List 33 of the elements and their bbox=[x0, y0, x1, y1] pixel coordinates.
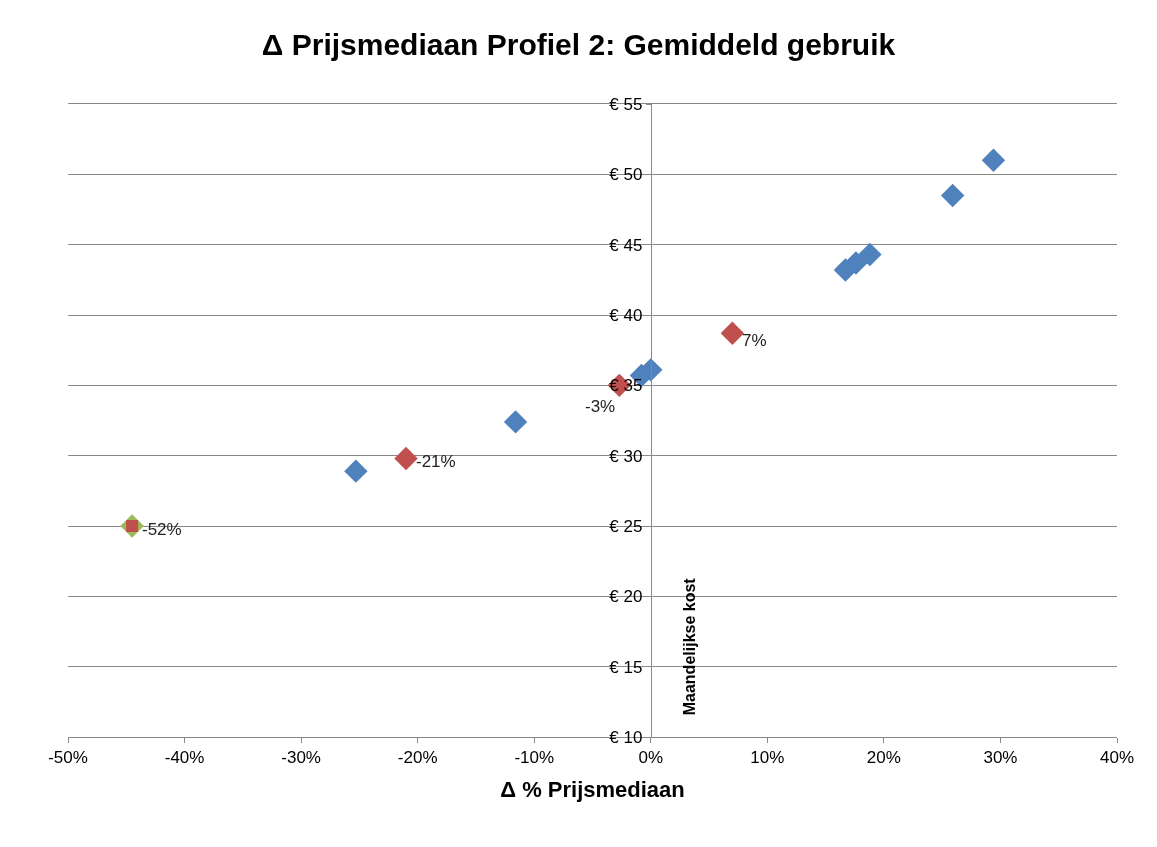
x-tick-label: 20% bbox=[866, 748, 901, 768]
point bbox=[344, 459, 368, 483]
y-tick-label: € 30 bbox=[609, 446, 643, 466]
y-tick-label: € 25 bbox=[609, 516, 643, 536]
y-tick-label: € 10 bbox=[609, 727, 643, 747]
point bbox=[981, 148, 1006, 172]
y-axis-title: Maandelijkse kost bbox=[681, 577, 699, 716]
point bbox=[394, 446, 418, 471]
annotation: -3% bbox=[585, 397, 616, 416]
y-tick-label: € 15 bbox=[609, 657, 643, 677]
x-tick-label: 0% bbox=[638, 748, 664, 768]
x-axis-title: Δ % Prijsmediaan bbox=[500, 777, 685, 803]
x-tick-label: -10% bbox=[514, 748, 555, 768]
y-tick-label: € 45 bbox=[609, 235, 643, 255]
point bbox=[503, 410, 528, 434]
x-tick-label: -30% bbox=[281, 748, 321, 768]
x-tick-label: -50% bbox=[48, 748, 88, 768]
x-tick-label: -20% bbox=[397, 748, 438, 768]
annotation: -21% bbox=[416, 452, 456, 471]
y-tick-label: € 40 bbox=[609, 305, 643, 325]
y-tick-label: € 55 bbox=[609, 94, 643, 114]
y-tick-label: € 20 bbox=[609, 587, 643, 607]
y-tick-label: € 50 bbox=[609, 165, 643, 185]
annotation: 7% bbox=[742, 331, 767, 350]
x-tick-label: 40% bbox=[1099, 748, 1135, 768]
chart-title: Δ Prijsmediaan Profiel 2: Gemiddeld gebruik bbox=[261, 27, 896, 61]
point bbox=[858, 242, 882, 267]
point bbox=[720, 321, 745, 345]
x-tick-label: -40% bbox=[164, 748, 205, 768]
annotation: -52% bbox=[142, 520, 182, 539]
x-tick-label: 30% bbox=[983, 748, 1018, 768]
x-tick-label: 10% bbox=[750, 748, 785, 768]
point bbox=[940, 183, 965, 208]
